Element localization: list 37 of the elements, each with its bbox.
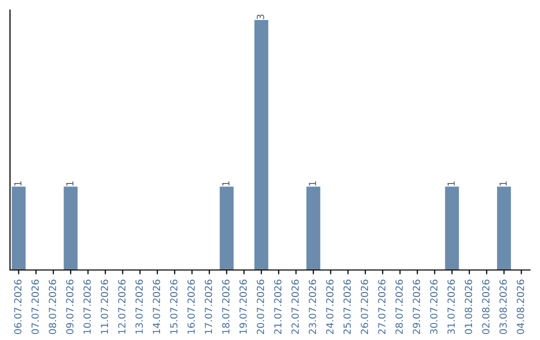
x-tick-label: 04.08.2026 <box>516 280 524 334</box>
x-tick-label: 17.07.2026 <box>204 280 212 334</box>
x-tick-label: 18.07.2026 <box>222 280 230 334</box>
x-tick-label: 25.07.2026 <box>343 280 351 334</box>
x-tick-label: 28.07.2026 <box>395 280 403 334</box>
data-label: 3 <box>256 14 264 20</box>
x-tick-label: 02.08.2026 <box>482 280 490 334</box>
x-tick-label: 03.08.2026 <box>499 280 507 334</box>
data-label: 1 <box>222 181 230 186</box>
x-tick-label: 08.07.2026 <box>48 280 56 334</box>
x-tick-label: 31.07.2026 <box>447 280 455 334</box>
data-label: 1 <box>500 181 507 186</box>
x-tick-label: 15.07.2026 <box>170 280 178 334</box>
x-tick-label: 12.07.2026 <box>118 280 126 334</box>
x-tick-label: 19.07.2026 <box>239 280 247 334</box>
data-label: 1 <box>66 181 74 186</box>
data-label: 1 <box>14 181 22 186</box>
x-tick-label: 07.07.2026 <box>31 280 39 334</box>
x-tick-label: 16.07.2026 <box>187 280 195 334</box>
x-tick-label: 06.07.2026 <box>14 280 22 334</box>
data-label: 1 <box>308 181 316 186</box>
x-tick-label: 22.07.2026 <box>291 280 299 334</box>
x-tick-label: 24.07.2026 <box>326 280 334 334</box>
x-tick-label: 26.07.2026 <box>360 280 368 334</box>
x-tick-label: 29.07.2026 <box>412 280 420 334</box>
x-tick-label: 01.08.2026 <box>464 280 472 334</box>
x-tick-label: 14.07.2026 <box>152 280 160 334</box>
x-tick-label: 21.07.2026 <box>274 280 282 334</box>
x-tick-label: 09.07.2026 <box>66 280 74 334</box>
x-tick-label: 13.07.2026 <box>135 280 143 334</box>
x-tick-label: 30.07.2026 <box>430 280 438 334</box>
x-tick-label: 10.07.2026 <box>83 280 91 334</box>
data-label: 1 <box>448 181 455 186</box>
x-tick-label: 11.07.2026 <box>100 280 108 334</box>
x-tick-label: 27.07.2026 <box>378 280 386 334</box>
x-tick-label: 23.07.2026 <box>308 280 316 334</box>
x-tick-label: 20.07.2026 <box>256 280 264 334</box>
